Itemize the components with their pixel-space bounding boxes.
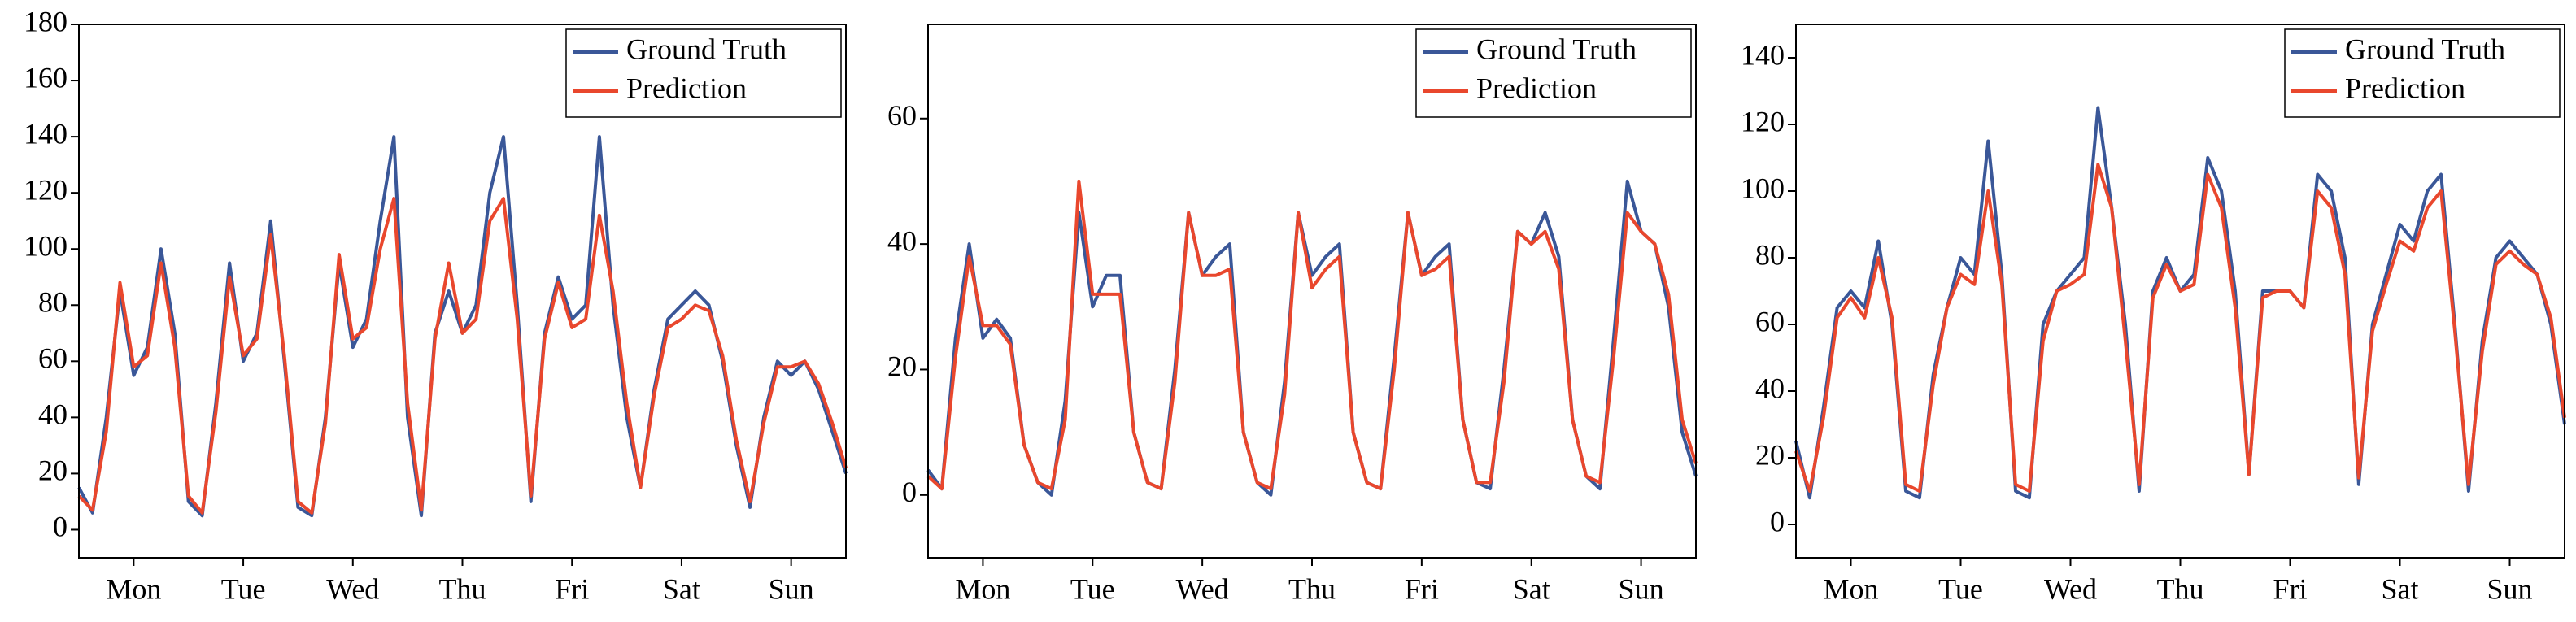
series-line [1794,163,2566,493]
x-tick-label: Thu [2157,572,2204,605]
x-tick-label: Sun [769,572,814,605]
y-tick-label: 0 [1770,505,1785,537]
y-tick-label: 140 [24,117,68,150]
x-tick-label: Thu [439,572,486,605]
y-tick-label: 60 [887,99,917,132]
x-tick-label: Sat [1513,572,1550,605]
y-tick-label: 140 [1741,38,1785,71]
y-tick-label: 40 [1755,372,1785,404]
y-tick-label: 180 [24,5,68,37]
y-tick-label: 0 [53,511,68,543]
x-tick-label: Mon [106,572,161,605]
x-tick-label: Fri [555,572,589,605]
plot-frame [927,24,1697,559]
x-tick-label: Mon [955,572,1010,605]
plot-frame [1795,24,2565,559]
legend-label: Prediction [1476,72,1597,104]
series-line [77,197,848,515]
y-tick-label: 40 [38,398,68,431]
legend-label: Ground Truth [626,33,787,65]
y-tick-label: 160 [24,61,68,94]
y-tick-label: 0 [902,476,917,508]
legend-label: Ground Truth [2345,33,2505,65]
x-tick-label: Fri [2273,572,2307,605]
x-tick-label: Tue [1070,572,1115,605]
y-tick-label: 80 [38,286,68,319]
x-tick-label: Sun [1619,572,1664,605]
y-tick-label: 60 [1755,305,1785,337]
x-tick-label: Fri [1405,572,1439,605]
x-tick-label: Wed [1176,572,1229,605]
x-tick-label: Sat [663,572,700,605]
x-tick-label: Wed [2044,572,2097,605]
y-tick-label: 100 [24,229,68,262]
x-tick-label: Wed [326,572,379,605]
y-tick-label: 80 [1755,238,1785,271]
series-line [926,179,1698,491]
x-tick-label: Sun [2487,572,2532,605]
plot-frame [78,24,847,559]
y-tick-label: 100 [1741,172,1785,204]
x-tick-label: Mon [1823,572,1878,605]
legend-label: Prediction [2345,72,2465,104]
legend-box [2284,28,2561,118]
y-tick-label: 20 [38,455,68,487]
series-line [1794,106,2566,500]
legend-box [1415,28,1692,118]
legend-box [565,28,842,118]
y-tick-label: 60 [38,342,68,375]
y-tick-label: 20 [1755,438,1785,471]
x-tick-label: Tue [1938,572,1983,605]
x-tick-label: Sat [2381,572,2418,605]
y-tick-label: 40 [887,224,917,257]
y-tick-label: 120 [24,173,68,206]
legend-label: Prediction [626,72,747,104]
x-tick-label: Tue [221,572,266,605]
legend-label: Ground Truth [1476,33,1637,65]
y-tick-label: 20 [887,350,917,383]
x-tick-label: Thu [1288,572,1336,605]
y-tick-label: 120 [1741,105,1785,137]
